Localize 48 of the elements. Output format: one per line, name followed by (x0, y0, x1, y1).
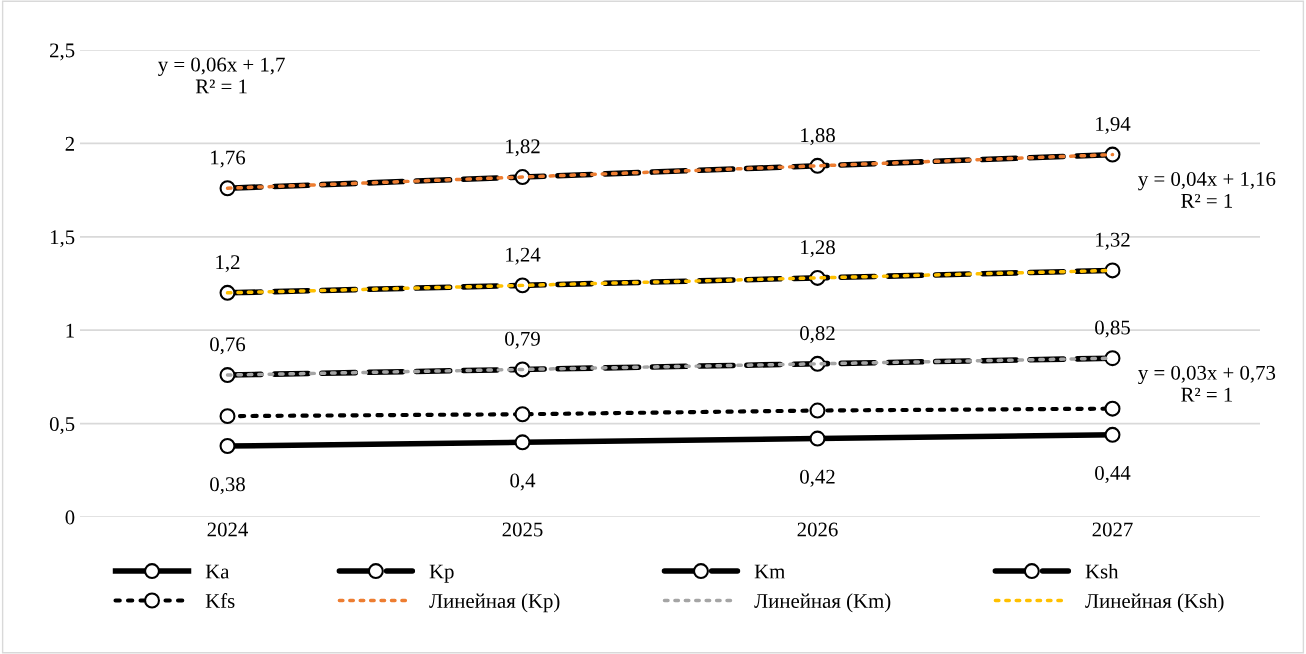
data-label: 1,32 (1096, 232, 1130, 250)
point (514, 434, 531, 451)
data-label: 0,76 (210, 337, 246, 355)
legend-label: Kp (429, 564, 454, 583)
data-label: 1,28 (801, 240, 835, 258)
data-label: 1,88 (801, 128, 835, 146)
data-label: 0,82 (800, 326, 835, 344)
point (1104, 350, 1121, 367)
data-label: 1,82 (506, 139, 540, 157)
point (1104, 262, 1121, 279)
data-label: 0,42 (800, 469, 835, 487)
point (809, 430, 826, 447)
annotation: y = 0,03x + 0,73 R² = 1 (1138, 365, 1276, 402)
data-label: 1,24 (506, 247, 541, 265)
legend-label: Ka (205, 564, 230, 579)
legend-label: Ksh (1085, 563, 1119, 579)
y-tick-label: 0 (65, 510, 75, 525)
data-label: 1,94 (1096, 116, 1131, 134)
data-label: 1,76 (211, 150, 246, 168)
y-tick-label: 2 (65, 136, 74, 151)
point (1104, 400, 1121, 417)
point (514, 406, 531, 423)
x-tick-label: 2024 (207, 522, 249, 537)
legend-label: Kfs (205, 593, 235, 608)
x-tick-label: 2026 (797, 522, 838, 537)
point (809, 402, 826, 419)
data-label: 1,2 (216, 255, 240, 273)
y-tick-label: 1,5 (50, 230, 75, 248)
annotation: y = 0,04x + 1,16 R² = 1 (1138, 171, 1276, 208)
point (1104, 146, 1121, 163)
legend-label: Линейная (Km) (754, 593, 891, 613)
data-label: 0,4 (510, 473, 536, 491)
point (219, 438, 236, 454)
legend-label: Km (754, 564, 786, 579)
data-label: 0,44 (1095, 465, 1131, 484)
y-tick-label: 1 (66, 323, 74, 338)
y-tick-label: 2,5 (50, 43, 75, 61)
data-label: 0,38 (210, 477, 245, 495)
point (1104, 426, 1121, 443)
x-tick-label: 2027 (1092, 522, 1133, 537)
legend-label: Линейная (Ksh) (1085, 593, 1224, 613)
data-label: 0,79 (505, 331, 540, 349)
point (219, 408, 236, 425)
annotation: y = 0,06x + 1,7 R² = 1 (158, 57, 285, 94)
y-tick-label: 0,5 (49, 416, 75, 435)
legend-label: Линейная (Kp) (429, 593, 560, 613)
data-label: 0,85 (1095, 320, 1130, 338)
x-tick-label: 2025 (502, 522, 543, 537)
